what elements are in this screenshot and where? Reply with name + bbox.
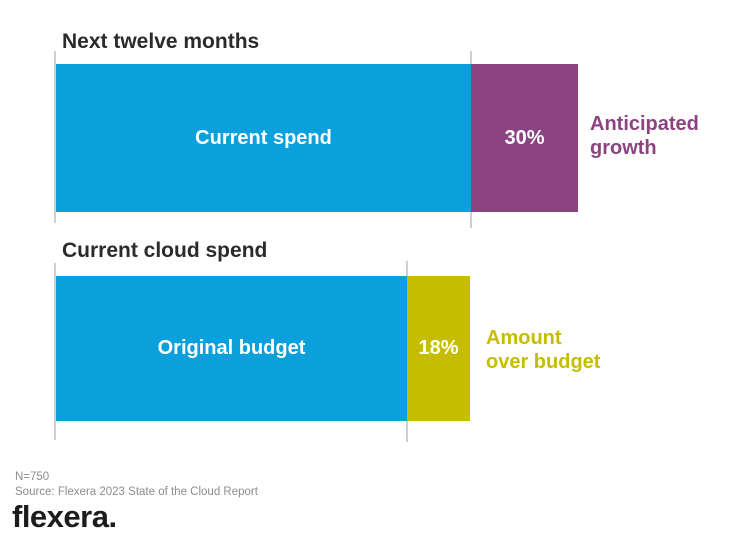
legend-label-anticipated-growth: Anticipated growth (590, 112, 699, 160)
chart-title-current-cloud-spend: Current cloud spend (62, 239, 268, 262)
legend-label-amount-over-budget: Amount over budget (486, 326, 600, 374)
axis-line-left-top-chart (54, 51, 56, 223)
bar-segment-label: Current spend (195, 126, 332, 149)
percent-data-label: 30% (504, 126, 545, 149)
bar-segment-amount-over-budget: 18% (407, 276, 470, 421)
stacked-bar-next-twelve-months: Current spend 30% (56, 64, 578, 212)
legend-label-line1: Anticipated (590, 113, 699, 135)
percent-data-label: 18% (418, 337, 459, 359)
bar-segment-label: Original budget (157, 337, 306, 359)
chart-title-next-twelve-months: Next twelve months (62, 30, 260, 53)
stacked-bar-current-cloud-spend: Original budget 18% (56, 276, 470, 421)
axis-line-left-bottom-chart (54, 263, 56, 440)
bar-segment-anticipated-growth: 30% (471, 64, 578, 212)
flexera-logo: flexera. (12, 499, 117, 534)
source-note: Source: Flexera 2023 State of the Cloud … (15, 486, 258, 498)
sample-size-note: N=750 (15, 471, 50, 483)
legend-label-line1: Amount (486, 327, 562, 349)
bar-segment-original-budget: Original budget (56, 276, 407, 421)
legend-label-line2: over budget (486, 351, 601, 373)
bar-segment-current-spend: Current spend (56, 64, 471, 212)
legend-label-line2: growth (590, 137, 657, 159)
